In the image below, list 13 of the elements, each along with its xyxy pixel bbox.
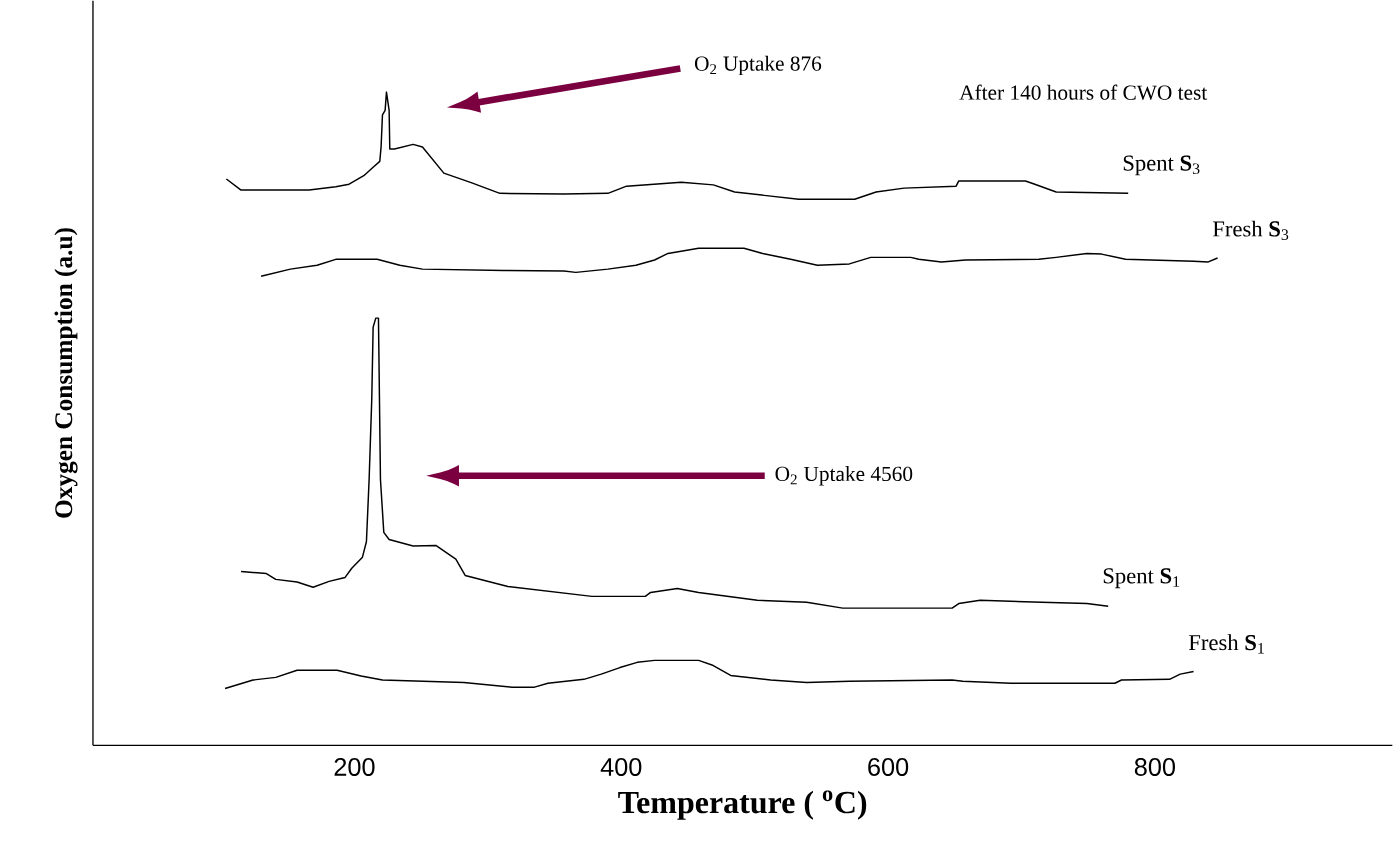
x-tick-label: 600 (868, 757, 909, 776)
text: O$_{2}$ Uptake 876 (694, 55, 822, 75)
series-label: Fresh S$_{3}$ (1212, 220, 1289, 240)
series-label: Fresh S$_{1}$ (1188, 634, 1264, 654)
x-tick-label: 200 (334, 757, 375, 776)
annotation: O$_{2}$ Uptake 4560 (775, 465, 913, 486)
x-tick-label: 800 (1134, 757, 1175, 776)
x-tick-label: 400 (600, 757, 642, 776)
series-label: Spent S$_{3}$ (1123, 155, 1200, 176)
y-axis-title: Oxygen Consumption (a.u) (54, 228, 78, 518)
x-axis-title: Temperature ( $^{o}$C) (618, 790, 867, 820)
annotation: After 140 hours of CWO test (959, 84, 1208, 100)
series-label: Spent S$_{1}$ (1103, 568, 1180, 589)
